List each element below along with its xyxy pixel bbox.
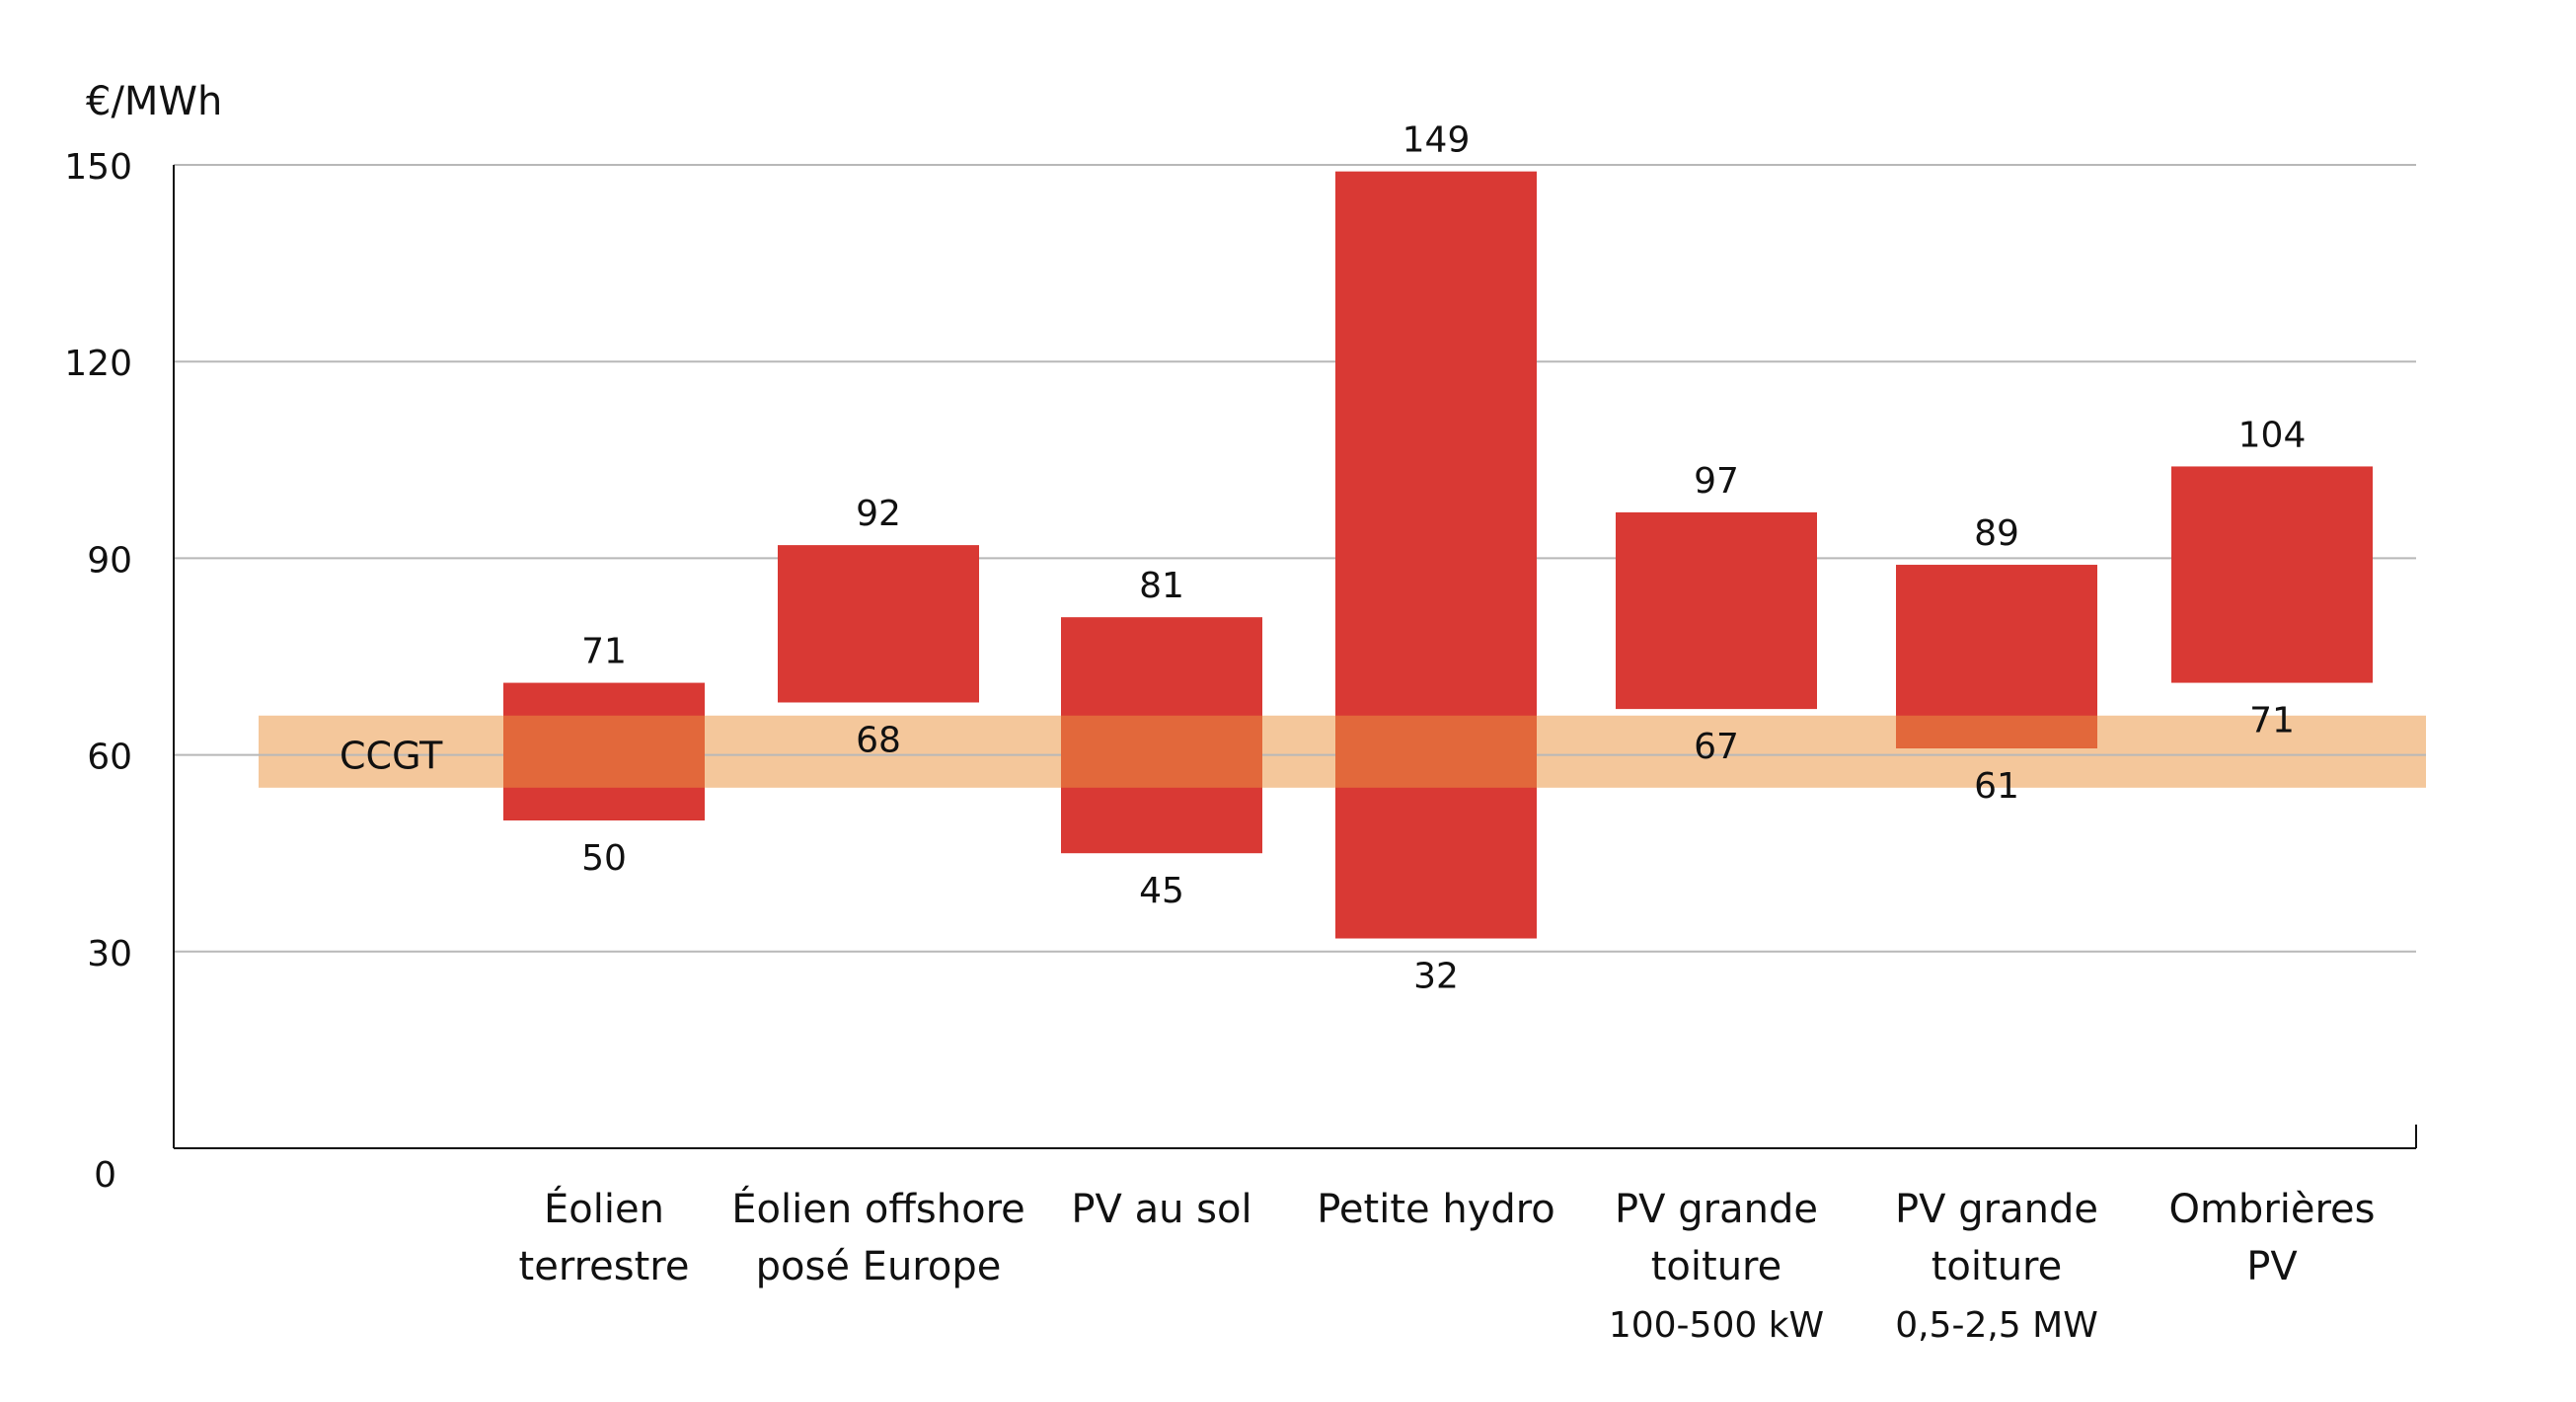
- x-tick-label: terrestre: [519, 1244, 690, 1289]
- band-overlap: [1061, 715, 1262, 788]
- x-tick-label: PV grande: [1615, 1187, 1818, 1232]
- x-tick-label: 0,5-2,5 MW: [1895, 1305, 2098, 1346]
- range-bar: [1335, 171, 1537, 939]
- x-tick-label: PV: [2246, 1244, 2298, 1289]
- y-tick-label: 90: [87, 540, 132, 581]
- bar-layer: [503, 171, 2373, 939]
- data-label-high: 81: [1139, 566, 1184, 606]
- label-layer: CCGT 71 50 Éolien terrestre 92 68 Éolien offsho…: [64, 79, 2375, 1346]
- data-label-high: 92: [856, 494, 901, 534]
- x-tick-label: Éolien offshore: [731, 1185, 1025, 1232]
- range-bar: [2171, 466, 2373, 683]
- data-label-low: 61: [1974, 766, 2019, 807]
- data-label-low: 67: [1694, 727, 1739, 767]
- range-bar: [778, 545, 979, 703]
- range-bar: [1616, 511, 1817, 710]
- data-label-low: 32: [1413, 957, 1459, 997]
- band-overlap: [1335, 715, 1537, 788]
- data-label-low: 50: [581, 838, 627, 879]
- x-tick-label: toiture: [1651, 1244, 1781, 1289]
- band-overlap: [1896, 715, 2097, 748]
- band-overlap: [503, 715, 705, 788]
- data-label-high: 104: [2238, 415, 2307, 455]
- x-tick-label: PV grande: [1895, 1187, 2098, 1232]
- data-label-low: 45: [1139, 871, 1184, 911]
- y-tick-label: 120: [64, 344, 132, 384]
- ccgt-label: CCGT: [340, 735, 443, 778]
- data-label-high: 89: [1974, 513, 2019, 554]
- x-tick-label: 100-500 kW: [1609, 1305, 1824, 1346]
- y-tick-label: 150: [64, 147, 132, 188]
- data-label-high: 149: [1402, 120, 1471, 161]
- x-tick-label: toiture: [1932, 1244, 2062, 1289]
- y-axis-label: €/MWh: [86, 79, 222, 124]
- data-label-low: 68: [856, 720, 901, 760]
- x-tick-label: posé Europe: [756, 1244, 1002, 1289]
- x-tick-label: Éolien: [544, 1185, 664, 1232]
- data-label-high: 97: [1694, 461, 1739, 502]
- band-overlap-layer: [503, 715, 2097, 788]
- x-tick-label: Ombrières: [2168, 1187, 2375, 1232]
- y-tick-label: 0: [94, 1155, 116, 1196]
- data-label-low: 71: [2249, 701, 2295, 741]
- grid-layer: [174, 164, 2416, 953]
- data-label-high: 71: [581, 632, 627, 672]
- x-tick-label: PV au sol: [1071, 1187, 1251, 1232]
- axis-layer: [173, 165, 2417, 1149]
- x-tick-label: Petite hydro: [1317, 1187, 1555, 1232]
- y-tick-label: 60: [87, 738, 132, 778]
- y-tick-label: 30: [87, 934, 132, 974]
